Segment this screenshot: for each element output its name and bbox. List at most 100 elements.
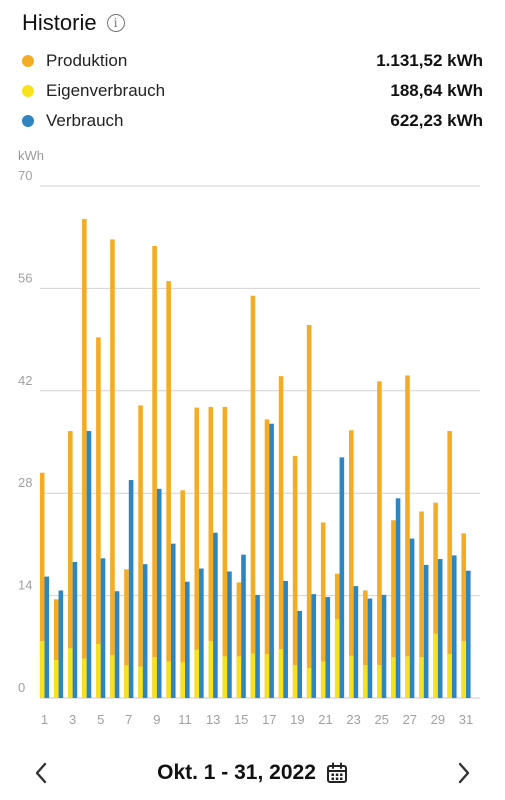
bar-eigenverbrauch: [447, 654, 452, 698]
next-period-button[interactable]: [449, 753, 479, 793]
previous-period-button[interactable]: [26, 753, 56, 793]
bar-eigenverbrauch: [53, 659, 59, 698]
legend-item-verbrauch: Verbrauch 622,23 kWh: [22, 106, 483, 136]
bar-verbrauch: [255, 594, 260, 698]
y-tick-label: 0: [18, 680, 25, 695]
bar-produktion: [194, 407, 200, 698]
bar-eigenverbrauch: [138, 666, 143, 698]
bar-produktion: [236, 582, 242, 698]
bar-produktion: [250, 295, 256, 698]
bar-verbrauch: [311, 594, 317, 698]
produktion-dot-icon: [22, 55, 34, 67]
bar-produktion: [447, 431, 452, 698]
legend-item-eigenverbrauch: Eigenverbrauch 188,64 kWh: [22, 76, 483, 106]
bar-produktion: [39, 472, 45, 698]
bar-verbrauch: [395, 498, 401, 698]
bar-produktion: [180, 490, 185, 698]
bar-eigenverbrauch: [110, 654, 115, 698]
bar-verbrauch: [185, 581, 190, 698]
bar-eigenverbrauch: [68, 648, 73, 698]
calendar-icon: [326, 762, 347, 783]
bar-eigenverbrauch: [363, 665, 368, 698]
chevron-right-icon: [458, 762, 470, 784]
page-title: Historie: [22, 10, 97, 35]
date-range-picker[interactable]: Okt. 1 - 31, 2022: [157, 761, 348, 785]
x-tick-label: 3: [69, 712, 76, 727]
bar-produktion: [82, 218, 87, 698]
x-tick-label: 17: [262, 712, 276, 727]
bar-verbrauch: [423, 564, 429, 698]
bar-verbrauch: [367, 598, 373, 698]
bar-produktion: [320, 522, 326, 698]
bar-produktion: [152, 245, 157, 698]
x-tick-label: 27: [403, 712, 417, 727]
bar-produktion: [405, 375, 410, 698]
bar-produktion: [306, 324, 312, 698]
bar-eigenverbrauch: [152, 657, 157, 698]
x-tick-label: 7: [125, 712, 132, 727]
legend-label: Verbrauch: [46, 111, 124, 130]
bar-produktion: [363, 590, 368, 698]
bar-eigenverbrauch: [391, 657, 396, 698]
bar-eigenverbrauch: [250, 653, 256, 698]
bar-eigenverbrauch: [82, 658, 87, 698]
bar-produktion: [166, 281, 171, 698]
bar-produktion: [377, 381, 382, 698]
bar-eigenverbrauch: [292, 665, 298, 698]
bar-eigenverbrauch: [194, 649, 200, 698]
x-tick-label: 15: [234, 712, 248, 727]
bar-produktion: [419, 511, 424, 698]
bar-produktion: [264, 419, 270, 698]
info-icon[interactable]: i: [106, 14, 125, 32]
legend-value: 622,23 kWh: [390, 111, 483, 130]
header: Historie i: [22, 10, 125, 36]
bar-eigenverbrauch: [349, 655, 354, 698]
bar-eigenverbrauch: [264, 654, 270, 698]
bar-verbrauch: [128, 480, 134, 698]
bar-produktion: [222, 406, 228, 698]
bar-verbrauch: [325, 597, 331, 698]
x-tick-label: 29: [431, 712, 445, 727]
bar-produktion: [391, 520, 396, 698]
bar-produktion: [124, 569, 129, 698]
bar-produktion: [53, 599, 59, 698]
bar-verbrauch: [156, 488, 162, 698]
bar-produktion: [292, 455, 298, 698]
x-tick-label: 1: [41, 712, 48, 727]
eigenverbrauch-dot-icon: [22, 85, 34, 97]
bar-produktion: [349, 430, 354, 698]
y-axis-unit-label: kWh: [18, 148, 44, 163]
legend-value: 1.131,52 kWh: [376, 51, 483, 70]
bar-verbrauch: [170, 543, 176, 698]
bar-produktion: [68, 431, 73, 698]
bar-eigenverbrauch: [180, 662, 185, 698]
bar-verbrauch: [114, 591, 120, 698]
x-tick-label: 31: [459, 712, 473, 727]
x-tick-label: 9: [153, 712, 160, 727]
x-tick-label: 13: [206, 712, 220, 727]
bar-verbrauch: [44, 576, 50, 698]
bar-verbrauch: [353, 586, 359, 698]
bar-eigenverbrauch: [222, 656, 228, 698]
legend-label: Produktion: [46, 51, 128, 70]
bar-produktion: [461, 533, 466, 698]
bar-eigenverbrauch: [377, 665, 382, 698]
bar-eigenverbrauch: [306, 668, 312, 698]
bar-verbrauch: [72, 561, 78, 698]
bar-eigenverbrauch: [278, 648, 284, 698]
bar-verbrauch: [241, 554, 246, 698]
bar-eigenverbrauch: [39, 640, 45, 698]
bar-produktion: [96, 337, 101, 698]
bar-eigenverbrauch: [208, 640, 214, 698]
bar-eigenverbrauch: [236, 656, 242, 698]
x-tick-label: 19: [290, 712, 304, 727]
y-tick-label: 42: [18, 373, 32, 388]
y-tick-label: 14: [18, 578, 32, 593]
bar-produktion: [433, 502, 438, 698]
bar-verbrauch: [466, 570, 471, 698]
legend-label: Eigenverbrauch: [46, 81, 166, 100]
bar-verbrauch: [297, 610, 302, 698]
legend-item-produktion: Produktion 1.131,52 kWh: [22, 46, 483, 76]
x-tick-label: 25: [374, 712, 388, 727]
bar-eigenverbrauch: [419, 657, 424, 698]
